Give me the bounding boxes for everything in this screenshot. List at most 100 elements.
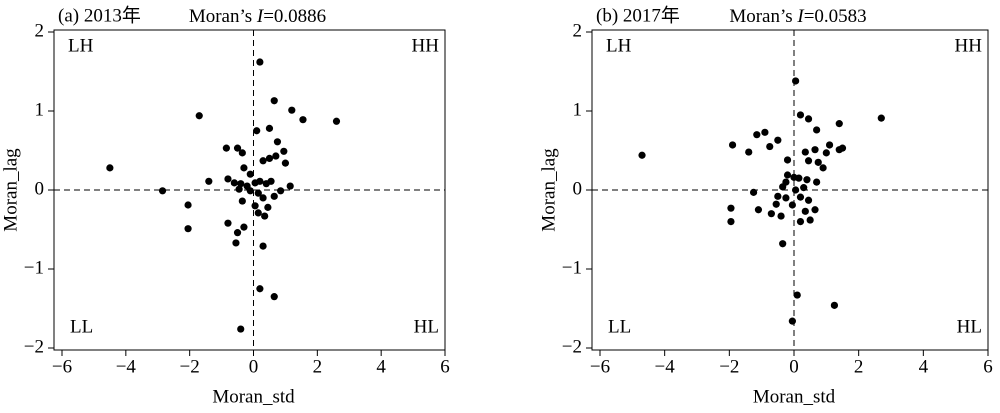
x-tick-label: 2 (313, 356, 323, 377)
point (259, 242, 267, 250)
point (774, 192, 782, 200)
point (774, 136, 782, 144)
y-tick-label: −2 (24, 336, 44, 357)
point (240, 164, 248, 172)
x-axis-title: Moran_std (753, 386, 836, 407)
y-tick-label: 1 (573, 99, 583, 120)
point (270, 192, 278, 200)
point (796, 111, 805, 119)
point (811, 146, 819, 154)
point (727, 218, 735, 226)
point (638, 151, 646, 159)
point (254, 209, 262, 217)
point (792, 77, 800, 85)
x-tick-label: −2 (719, 356, 739, 377)
point (796, 193, 805, 201)
point (835, 120, 843, 128)
point (819, 164, 827, 172)
point (830, 301, 839, 309)
point (195, 112, 203, 120)
y-tick-label: 2 (35, 20, 45, 41)
point (727, 204, 735, 212)
point (281, 159, 290, 167)
point (280, 147, 288, 155)
point (106, 164, 114, 172)
point (222, 144, 230, 152)
point (256, 177, 264, 185)
y-axis-title: Moran_lag (538, 148, 559, 232)
panel-label: (a) 2013年 (58, 4, 141, 26)
quadrant-label: HH (955, 35, 983, 56)
y-tick-label: −1 (24, 257, 44, 278)
point (803, 176, 811, 184)
point (246, 170, 254, 178)
point (265, 124, 274, 132)
point (286, 182, 294, 190)
point (232, 239, 240, 247)
point (246, 187, 254, 195)
y-tick-label: 0 (573, 178, 583, 199)
point (800, 184, 808, 192)
point (792, 186, 800, 194)
plot-frame (591, 29, 989, 351)
point (259, 157, 267, 165)
point (265, 154, 274, 162)
point (795, 174, 803, 182)
point (793, 291, 801, 299)
point (277, 187, 285, 195)
point (806, 216, 814, 224)
point (813, 178, 821, 186)
quadrant-label: LH (68, 35, 94, 56)
point (772, 200, 780, 208)
point (801, 148, 809, 156)
x-tick-label: 2 (854, 356, 864, 377)
x-tick-label: 0 (789, 356, 799, 377)
x-tick-label: 4 (919, 356, 929, 377)
point (766, 142, 774, 151)
point (745, 148, 753, 156)
point (233, 144, 242, 152)
point (788, 201, 796, 209)
quadrant-label: HL (957, 316, 982, 337)
x-tick-label: −4 (655, 356, 676, 377)
x-tick-label: −6 (52, 356, 72, 377)
y-axis-title: Moran_lag (0, 148, 21, 232)
point (825, 141, 834, 149)
point (783, 171, 792, 179)
point (811, 206, 819, 214)
point (782, 194, 790, 202)
x-tick-label: −2 (180, 356, 200, 377)
point (767, 210, 775, 218)
x-tick-label: −4 (116, 356, 137, 377)
stat-symbol: I (256, 6, 265, 27)
point (184, 225, 192, 233)
point (272, 152, 280, 160)
point (256, 58, 264, 66)
point (253, 127, 261, 135)
stat-symbol: I (796, 6, 805, 27)
point (788, 317, 796, 325)
point (288, 106, 296, 114)
point (299, 116, 307, 124)
x-tick-label: 6 (983, 356, 993, 377)
point (237, 180, 245, 188)
point (224, 219, 232, 227)
point (238, 197, 246, 205)
point (749, 188, 758, 196)
stat-prefix: Moran’s (729, 6, 797, 27)
point (877, 114, 885, 122)
point (251, 202, 259, 210)
x-tick-label: −6 (590, 356, 610, 377)
point (813, 126, 821, 134)
point (273, 138, 282, 146)
point (777, 212, 785, 220)
point (230, 179, 238, 187)
point (254, 189, 262, 197)
stat-prefix: Moran’s (189, 6, 257, 27)
point (822, 149, 830, 157)
point (728, 141, 737, 149)
x-tick-label: 0 (249, 356, 259, 377)
point (205, 177, 213, 185)
point (270, 293, 278, 301)
point (332, 117, 341, 125)
